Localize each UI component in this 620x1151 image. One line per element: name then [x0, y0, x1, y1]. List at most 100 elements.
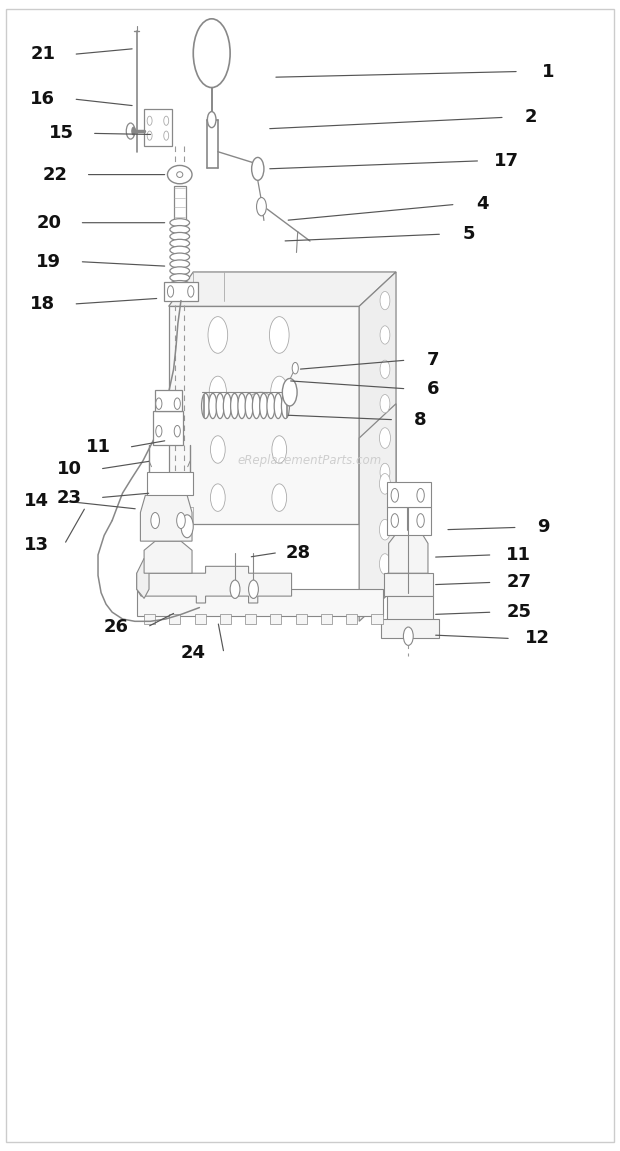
Ellipse shape: [170, 233, 190, 241]
Ellipse shape: [281, 394, 290, 419]
Circle shape: [174, 426, 180, 437]
FancyBboxPatch shape: [387, 481, 431, 506]
Circle shape: [174, 398, 180, 410]
Circle shape: [380, 360, 390, 379]
Circle shape: [380, 326, 390, 344]
Ellipse shape: [267, 394, 275, 419]
Text: 20: 20: [37, 214, 61, 231]
Ellipse shape: [260, 394, 268, 419]
Ellipse shape: [170, 226, 190, 234]
Text: 21: 21: [30, 45, 55, 63]
Text: eReplacementParts.com: eReplacementParts.com: [238, 455, 382, 467]
Text: 28: 28: [285, 543, 310, 562]
Polygon shape: [359, 404, 396, 622]
Circle shape: [156, 426, 162, 437]
Circle shape: [230, 580, 240, 599]
Text: 13: 13: [24, 535, 49, 554]
Polygon shape: [381, 619, 439, 639]
Circle shape: [257, 198, 267, 216]
Polygon shape: [387, 596, 433, 624]
FancyBboxPatch shape: [245, 615, 256, 624]
Polygon shape: [137, 589, 383, 616]
FancyBboxPatch shape: [195, 615, 206, 624]
Ellipse shape: [170, 267, 190, 275]
FancyBboxPatch shape: [346, 615, 357, 624]
Ellipse shape: [209, 394, 217, 419]
Text: 9: 9: [538, 518, 550, 536]
Text: 5: 5: [463, 226, 475, 243]
Circle shape: [193, 18, 230, 87]
Circle shape: [207, 112, 216, 128]
Ellipse shape: [170, 239, 190, 247]
Circle shape: [417, 488, 424, 502]
Text: 22: 22: [43, 166, 68, 184]
FancyBboxPatch shape: [169, 615, 180, 624]
Circle shape: [380, 395, 390, 413]
Circle shape: [292, 363, 298, 374]
Polygon shape: [384, 573, 433, 596]
Circle shape: [147, 131, 152, 140]
Ellipse shape: [170, 219, 190, 227]
Ellipse shape: [245, 394, 253, 419]
Circle shape: [391, 488, 399, 502]
Ellipse shape: [252, 394, 260, 419]
Polygon shape: [389, 535, 428, 573]
FancyBboxPatch shape: [147, 472, 193, 495]
FancyBboxPatch shape: [155, 390, 182, 411]
Circle shape: [379, 554, 391, 574]
Polygon shape: [137, 558, 149, 599]
Circle shape: [404, 627, 413, 646]
Ellipse shape: [167, 166, 192, 184]
FancyBboxPatch shape: [371, 615, 383, 624]
Text: 7: 7: [427, 351, 439, 369]
Circle shape: [209, 376, 226, 409]
Ellipse shape: [216, 394, 224, 419]
Text: 27: 27: [507, 573, 531, 592]
Text: 15: 15: [48, 124, 74, 143]
Circle shape: [210, 436, 225, 463]
Polygon shape: [144, 541, 192, 573]
Text: 2: 2: [525, 108, 538, 127]
Polygon shape: [140, 495, 192, 541]
Circle shape: [164, 116, 169, 125]
FancyBboxPatch shape: [144, 109, 172, 146]
Text: 10: 10: [56, 460, 82, 478]
Circle shape: [177, 512, 185, 528]
Circle shape: [126, 123, 135, 139]
Circle shape: [249, 580, 259, 599]
Circle shape: [147, 116, 152, 125]
Text: 12: 12: [525, 630, 550, 648]
Circle shape: [391, 513, 399, 527]
Ellipse shape: [223, 394, 231, 419]
Ellipse shape: [231, 394, 239, 419]
FancyBboxPatch shape: [270, 615, 281, 624]
Circle shape: [164, 131, 169, 140]
Circle shape: [167, 285, 174, 297]
Text: 11: 11: [507, 546, 531, 564]
Ellipse shape: [170, 260, 190, 268]
Circle shape: [379, 473, 391, 494]
Circle shape: [379, 428, 391, 449]
FancyBboxPatch shape: [164, 282, 198, 300]
Text: 18: 18: [30, 295, 55, 313]
Circle shape: [181, 514, 193, 538]
Ellipse shape: [202, 394, 210, 419]
Text: 17: 17: [494, 152, 519, 170]
Polygon shape: [169, 306, 359, 524]
Circle shape: [208, 317, 228, 353]
FancyBboxPatch shape: [321, 615, 332, 624]
Text: 25: 25: [507, 603, 531, 622]
Circle shape: [282, 379, 297, 406]
Circle shape: [210, 483, 225, 511]
Circle shape: [252, 158, 264, 181]
Circle shape: [156, 398, 162, 410]
Circle shape: [380, 429, 390, 448]
Circle shape: [417, 513, 424, 527]
Circle shape: [271, 376, 288, 409]
Text: 26: 26: [104, 618, 129, 637]
Text: 23: 23: [56, 489, 82, 506]
Text: 19: 19: [37, 253, 61, 270]
Circle shape: [131, 127, 136, 136]
FancyBboxPatch shape: [153, 411, 183, 445]
Text: 4: 4: [476, 196, 489, 213]
